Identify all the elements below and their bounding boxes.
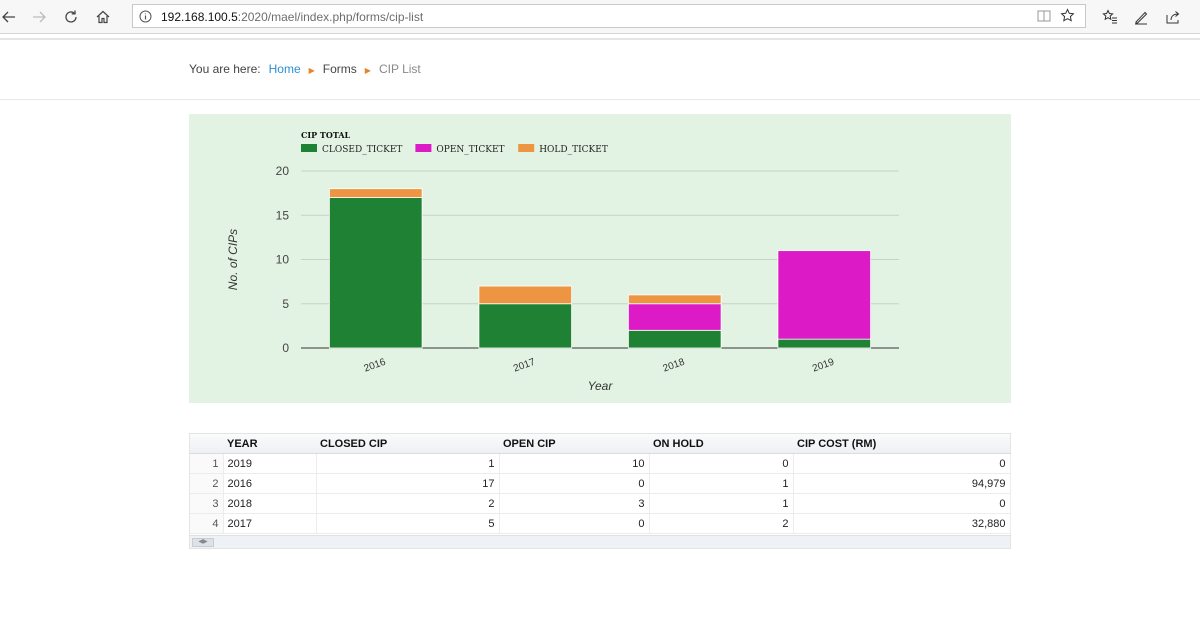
breadcrumb-current: CIP List — [378, 62, 421, 76]
cip-chart: 0 5 10 15 20 2016 2017 2018 2019 Year No. of CIPs C… — [189, 114, 1011, 403]
cell-cip-cost: 0 — [793, 453, 1011, 474]
legend-swatch — [415, 144, 432, 152]
favorite-star-icon[interactable] — [1060, 8, 1075, 26]
row-number: 4 — [190, 513, 224, 534]
chart-title: CIP TOTAL — [301, 130, 351, 140]
address-bar[interactable]: 192.168.100.5:2020/mael/index.php/forms/… — [132, 4, 1086, 28]
rownum-header — [190, 434, 223, 454]
breadcrumb-arrow-icon: ▶ — [364, 65, 371, 75]
legend-swatch — [518, 144, 535, 152]
table-header-row: YEAR CLOSED CIP OPEN CIP ON HOLD CIP COS… — [190, 434, 1010, 454]
table-row[interactable]: 3 2018 2 3 1 0 — [190, 493, 1011, 514]
cell-cip-cost: 32,880 — [793, 513, 1011, 534]
legend-swatch — [301, 144, 317, 152]
column-header-year[interactable]: YEAR — [223, 434, 316, 454]
back-icon[interactable] — [0, 5, 21, 29]
cell-open-cip: 0 — [499, 473, 650, 494]
table-row[interactable]: 2 2016 17 0 1 94,979 — [190, 473, 1011, 494]
column-header-cip-cost[interactable]: CIP COST (RM) — [793, 434, 1010, 454]
cell-on-hold: 1 — [649, 493, 794, 514]
bar-segment — [478, 285, 572, 305]
cell-open-cip: 3 — [499, 493, 650, 514]
bar-segment — [628, 303, 722, 331]
bar-segment — [329, 188, 423, 198]
cip-chart-svg: 0 5 10 15 20 2016 2017 2018 2019 Year No. of CIPs C… — [226, 130, 899, 393]
cell-on-hold: 0 — [649, 453, 794, 474]
cell-year: 2017 — [223, 513, 317, 534]
y-tick-label: 20 — [276, 164, 290, 178]
row-number: 2 — [190, 473, 224, 494]
column-header-open-cip[interactable]: OPEN CIP — [499, 434, 649, 454]
x-tick-label: 2016 — [363, 357, 388, 375]
cell-on-hold: 2 — [649, 513, 794, 534]
header-line — [0, 38, 1200, 40]
reading-view-icon[interactable] — [1037, 9, 1051, 26]
bar-segment — [628, 294, 722, 305]
legend-label: CLOSED_TICKET — [322, 145, 402, 155]
x-tick-label: 2018 — [662, 357, 687, 375]
x-tick-label: 2019 — [811, 357, 836, 375]
cell-cip-cost: 0 — [793, 493, 1011, 514]
x-tick-label: 2017 — [512, 357, 537, 375]
breadcrumb-prefix: You are here: — [189, 62, 261, 76]
cell-closed-cip: 5 — [316, 513, 500, 534]
breadcrumb: You are here: Home ▶ Forms ▶ CIP List — [189, 62, 421, 76]
favorites-list-icon[interactable] — [1098, 5, 1122, 29]
breadcrumb-forms-link[interactable]: Forms — [322, 62, 357, 76]
section-divider — [0, 99, 1200, 100]
horizontal-scrollbar[interactable]: ◀▶ — [190, 535, 1010, 548]
pen-icon[interactable] — [1129, 5, 1153, 29]
y-tick-label: 0 — [282, 341, 289, 355]
y-tick-label: 10 — [276, 253, 290, 267]
column-header-on-hold[interactable]: ON HOLD — [649, 434, 793, 454]
scroll-arrows-icon[interactable]: ◀▶ — [192, 538, 214, 547]
column-header-closed-cip[interactable]: CLOSED CIP — [316, 434, 499, 454]
browser-toolbar: 192.168.100.5:2020/mael/index.php/forms/… — [0, 0, 1200, 34]
breadcrumb-home-link[interactable]: Home — [268, 62, 301, 76]
cell-year: 2018 — [223, 493, 317, 514]
share-icon[interactable] — [1161, 5, 1185, 29]
url-text: 192.168.100.5:2020/mael/index.php/forms/… — [161, 10, 424, 24]
table-row[interactable]: 1 2019 1 10 0 0 — [190, 453, 1011, 474]
home-icon[interactable] — [91, 5, 115, 29]
cell-open-cip: 10 — [499, 453, 650, 474]
cell-on-hold: 1 — [649, 473, 794, 494]
bar-segment — [777, 338, 871, 349]
bar-segment — [628, 329, 722, 349]
legend-label: OPEN_TICKET — [436, 145, 504, 155]
y-axis-title: No. of CIPs — [226, 229, 240, 290]
refresh-icon[interactable] — [59, 5, 83, 29]
cell-closed-cip: 1 — [316, 453, 500, 474]
bar-segment — [329, 197, 423, 349]
row-number: 3 — [190, 493, 224, 514]
cip-table: YEAR CLOSED CIP OPEN CIP ON HOLD CIP COS… — [189, 433, 1011, 549]
legend-label: HOLD_TICKET — [539, 145, 608, 155]
row-number: 1 — [190, 453, 224, 474]
bar-segment — [478, 303, 572, 349]
cell-year: 2019 — [223, 453, 317, 474]
cell-year: 2016 — [223, 473, 317, 494]
cell-open-cip: 0 — [499, 513, 650, 534]
breadcrumb-arrow-icon: ▶ — [308, 65, 315, 75]
table-row[interactable]: 4 2017 5 0 2 32,880 — [190, 513, 1011, 534]
info-icon[interactable] — [139, 10, 152, 26]
bar-segment — [777, 250, 871, 340]
x-axis-title: Year — [588, 379, 614, 393]
cell-cip-cost: 94,979 — [793, 473, 1011, 494]
cell-closed-cip: 2 — [316, 493, 500, 514]
y-tick-label: 5 — [282, 297, 289, 311]
y-tick-label: 15 — [276, 208, 290, 222]
cell-closed-cip: 17 — [316, 473, 500, 494]
forward-icon[interactable] — [27, 5, 51, 29]
